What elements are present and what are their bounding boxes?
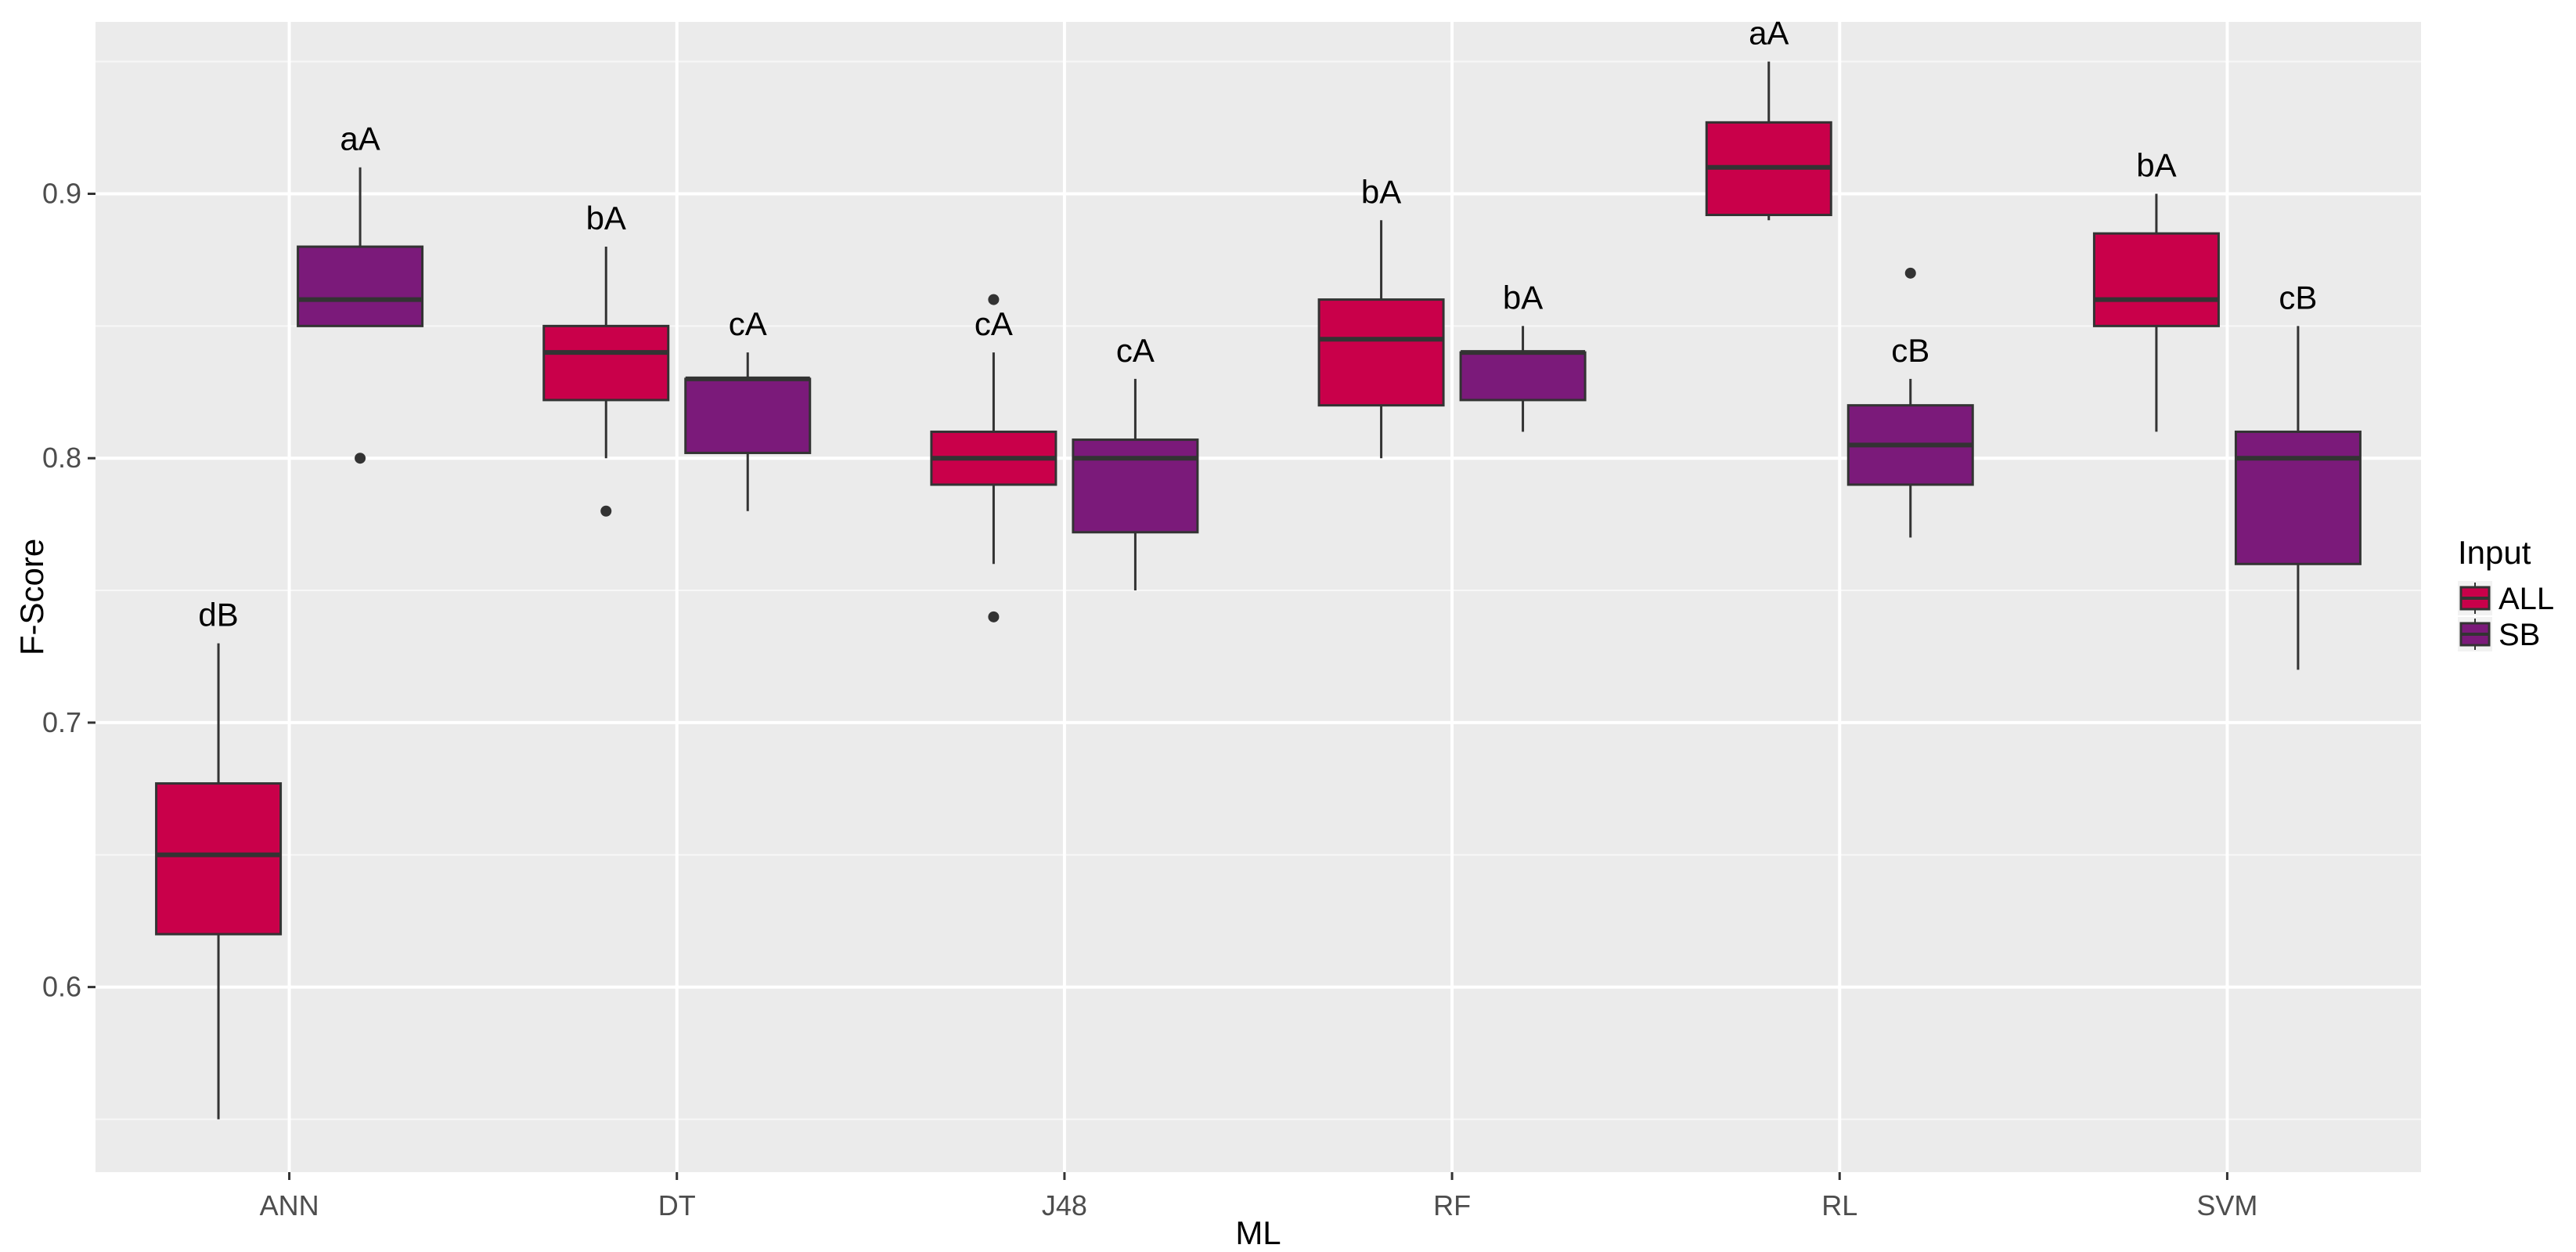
- box-body: [2092, 232, 2220, 327]
- box-sb-ann: [297, 167, 424, 464]
- minor-gridlines: [95, 60, 2421, 1120]
- outlier-point: [1904, 267, 1916, 279]
- box-all-ann: [155, 643, 283, 1120]
- significance-label: cA: [729, 305, 767, 342]
- box-body: [684, 377, 812, 454]
- box-body: [1072, 438, 1199, 534]
- outlier-point: [988, 611, 1000, 622]
- x-tick-label: J48: [1042, 1189, 1087, 1221]
- x-axis: ANN DT J48 RF RL SVM: [260, 1172, 2257, 1221]
- legend-title: Input: [2458, 534, 2531, 571]
- outlier-point: [988, 294, 1000, 305]
- x-tick-label: RL: [1821, 1189, 1857, 1221]
- y-axis-title: F-Score: [13, 539, 50, 655]
- y-tick-label: 0.8: [42, 442, 81, 474]
- legend-label: SB: [2499, 618, 2540, 652]
- legend-label: ALL: [2499, 582, 2554, 616]
- box-all-rl: [1705, 61, 1832, 221]
- x-axis-title: ML: [1235, 1214, 1281, 1251]
- plot-panel: [95, 22, 2421, 1172]
- significance-label: cB: [2279, 279, 2317, 316]
- x-tick-label: SVM: [2196, 1189, 2257, 1221]
- legend-key-all: [2458, 581, 2492, 615]
- box-body: [2234, 430, 2362, 565]
- y-tick-label: 0.6: [42, 971, 81, 1003]
- significance-label: cA: [1116, 332, 1155, 369]
- x-tick-label: RF: [1433, 1189, 1471, 1221]
- box-all-rf: [1317, 220, 1445, 459]
- box-all-svm: [2092, 193, 2220, 432]
- legend-key-sb: [2458, 617, 2492, 651]
- significance-label: aA: [1749, 15, 1789, 52]
- box-body: [155, 782, 283, 936]
- box-series: [155, 61, 2362, 1120]
- significance-label: dB: [198, 597, 238, 633]
- significance-labels: dB bA cA bA aA bA aA cA cA bA cB cB: [198, 15, 2317, 633]
- box-body: [1459, 351, 1587, 402]
- box-sb-rl: [1846, 267, 1974, 538]
- significance-label: bA: [586, 200, 626, 236]
- outlier-point: [355, 453, 366, 464]
- significance-label: cA: [975, 305, 1013, 342]
- significance-label: bA: [2136, 147, 2176, 184]
- y-tick-label: 0.9: [42, 178, 81, 210]
- box-sb-dt: [684, 352, 812, 511]
- box-all-dt: [542, 247, 670, 517]
- box-sb-rf: [1459, 326, 1587, 432]
- significance-label: bA: [1503, 279, 1543, 316]
- box-sb-svm: [2234, 326, 2362, 670]
- x-tick-label: DT: [658, 1189, 696, 1221]
- outlier-point: [600, 505, 612, 517]
- box-body: [1317, 298, 1445, 407]
- box-sb-j48: [1072, 378, 1199, 591]
- significance-label: cB: [1891, 332, 1929, 369]
- significance-label: bA: [1361, 173, 1401, 210]
- significance-label: aA: [340, 121, 380, 157]
- y-axis: 0.6 0.7 0.8 0.9: [42, 178, 95, 1003]
- y-tick-label: 0.7: [42, 706, 81, 738]
- box-body: [542, 324, 670, 402]
- major-gridlines: [95, 22, 2421, 1172]
- box-body: [297, 245, 424, 327]
- box-all-j48: [930, 294, 1057, 622]
- x-tick-label: ANN: [260, 1189, 319, 1221]
